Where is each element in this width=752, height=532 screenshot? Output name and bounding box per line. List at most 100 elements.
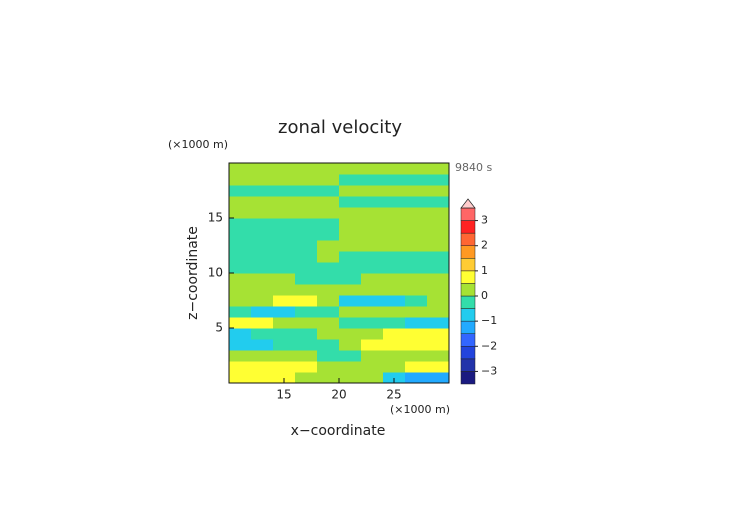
contour-cell — [405, 218, 428, 230]
contour-cell — [273, 372, 296, 384]
contour-cell — [361, 295, 384, 307]
contour-cell — [273, 218, 296, 230]
contour-cell — [317, 361, 340, 373]
contour-cell — [383, 240, 406, 252]
contour-cell — [273, 251, 296, 263]
contour-cell — [229, 361, 252, 373]
contour-cell — [361, 273, 384, 285]
contour-cell — [295, 196, 318, 208]
colorbar-segment — [460, 346, 476, 360]
contour-cell — [427, 317, 450, 329]
contour-cell — [251, 185, 274, 197]
contour-cell — [339, 163, 362, 175]
contour-cell — [273, 185, 296, 197]
contour-cell — [361, 240, 384, 252]
contour-cell — [317, 196, 340, 208]
colorbar-tick-label: 3 — [481, 214, 488, 227]
contour-cell — [273, 350, 296, 362]
contour-cell — [273, 306, 296, 318]
contour-cell — [251, 372, 274, 384]
contour-cell — [405, 306, 428, 318]
colorbar-tick-label: 1 — [481, 264, 488, 277]
contour-cell — [405, 273, 428, 285]
contour-cell — [361, 372, 384, 384]
contour-cell — [383, 328, 406, 340]
contour-cell — [295, 163, 318, 175]
contour-cell — [273, 273, 296, 285]
contour-cell — [251, 273, 274, 285]
contour-cell — [295, 273, 318, 285]
contour-cell — [229, 229, 252, 241]
contour-cell — [295, 372, 318, 384]
contour-cell — [405, 240, 428, 252]
contour-cell — [273, 295, 296, 307]
contour-cell — [295, 240, 318, 252]
contour-cell — [229, 240, 252, 252]
contour-cell — [295, 339, 318, 351]
colorbar-segment — [460, 358, 476, 372]
contour-cell — [229, 218, 252, 230]
contour-cell — [229, 251, 252, 263]
contour-cell — [427, 174, 450, 186]
contour-cell — [295, 361, 318, 373]
contour-cell — [273, 284, 296, 296]
contour-cell — [427, 284, 450, 296]
colorbar-segment — [460, 333, 476, 347]
contour-cell — [361, 317, 384, 329]
contour-cell — [317, 372, 340, 384]
y-axis-label: z−coordinate — [185, 226, 201, 320]
contour-cell — [295, 185, 318, 197]
contour-cell — [339, 306, 362, 318]
contour-cell — [427, 218, 450, 230]
contour-cell — [273, 229, 296, 241]
contour-cell — [317, 251, 340, 263]
contour-cell — [427, 350, 450, 362]
colorbar-segment — [460, 258, 476, 272]
y-tick-label: 15 — [208, 211, 223, 225]
contour-cell — [427, 185, 450, 197]
contour-cell — [339, 262, 362, 274]
colorbar-tick-label: −2 — [481, 339, 497, 352]
contour-cell — [339, 361, 362, 373]
contour-cell — [339, 317, 362, 329]
contour-cell — [317, 350, 340, 362]
colorbar-segment — [460, 371, 476, 385]
contour-cell — [383, 218, 406, 230]
contour-cell — [251, 229, 274, 241]
colorbar-tick-label: −1 — [481, 314, 497, 327]
contour-cell — [427, 240, 450, 252]
contour-cell — [383, 174, 406, 186]
contour-cell — [229, 174, 252, 186]
contour-cell — [273, 361, 296, 373]
contour-cell — [427, 163, 450, 175]
colorbar-segment — [460, 295, 476, 309]
contour-cell — [339, 229, 362, 241]
contour-cell — [273, 339, 296, 351]
contour-cell — [339, 218, 362, 230]
contour-cell — [339, 350, 362, 362]
contour-cell — [251, 361, 274, 373]
colorbar-tick-label: 0 — [481, 289, 488, 302]
contour-cell — [427, 339, 450, 351]
colorbar-segment — [460, 270, 476, 284]
contour-cell — [361, 218, 384, 230]
contour-cell — [427, 372, 450, 384]
contour-cell — [317, 328, 340, 340]
contour-cell — [229, 185, 252, 197]
contour-cell — [405, 328, 428, 340]
contour-cell — [339, 372, 362, 384]
contour-cell — [317, 163, 340, 175]
contour-cell — [361, 185, 384, 197]
contour-cell — [405, 361, 428, 373]
contour-cell — [383, 306, 406, 318]
colorbar-extend — [460, 198, 476, 209]
contour-cell — [361, 174, 384, 186]
contour-cell — [427, 273, 450, 285]
contour-cell — [383, 207, 406, 219]
colorbar-segment — [460, 320, 476, 334]
contour-cell — [339, 284, 362, 296]
contour-cell — [251, 218, 274, 230]
contour-cell — [251, 339, 274, 351]
colorbar-tick-label: −3 — [481, 364, 497, 377]
contour-cell — [361, 251, 384, 263]
